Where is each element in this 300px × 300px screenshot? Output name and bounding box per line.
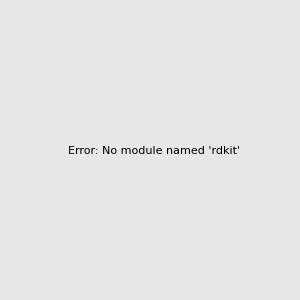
Text: Error: No module named 'rdkit': Error: No module named 'rdkit': [68, 146, 240, 157]
